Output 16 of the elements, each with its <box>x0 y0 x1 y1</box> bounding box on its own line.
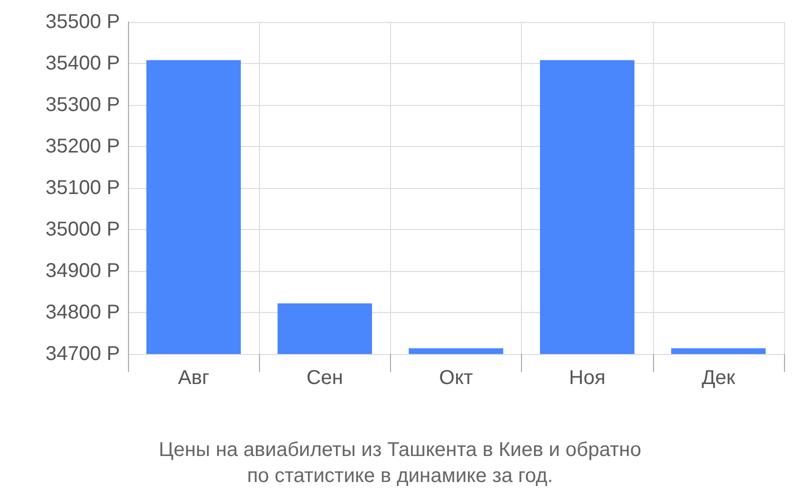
x-tick-label: Ноя <box>568 367 606 389</box>
y-tick-label: 35300 Р <box>45 94 120 116</box>
y-tick-label: 35200 Р <box>45 136 120 158</box>
x-tick-label: Сен <box>306 367 344 389</box>
y-tick-label: 35100 Р <box>45 177 120 199</box>
y-tick-label: 35000 Р <box>45 218 120 240</box>
y-tick-label: 34900 Р <box>45 260 120 282</box>
text: по статистике в динамике за год. <box>247 465 553 487</box>
x-tick-label: Окт <box>439 367 473 389</box>
y-tick-label: 34800 Р <box>45 302 120 324</box>
x-tick-label: Авг <box>178 367 210 389</box>
text: Цены на авиабилеты из Ташкента в Киев и обратно <box>158 439 642 461</box>
x-tick-label: Дек <box>702 367 736 389</box>
y-tick-label: 35400 Р <box>45 52 120 74</box>
y-tick-label: 35500 Р <box>45 11 120 33</box>
y-tick-label: 34700 Р <box>45 343 120 365</box>
